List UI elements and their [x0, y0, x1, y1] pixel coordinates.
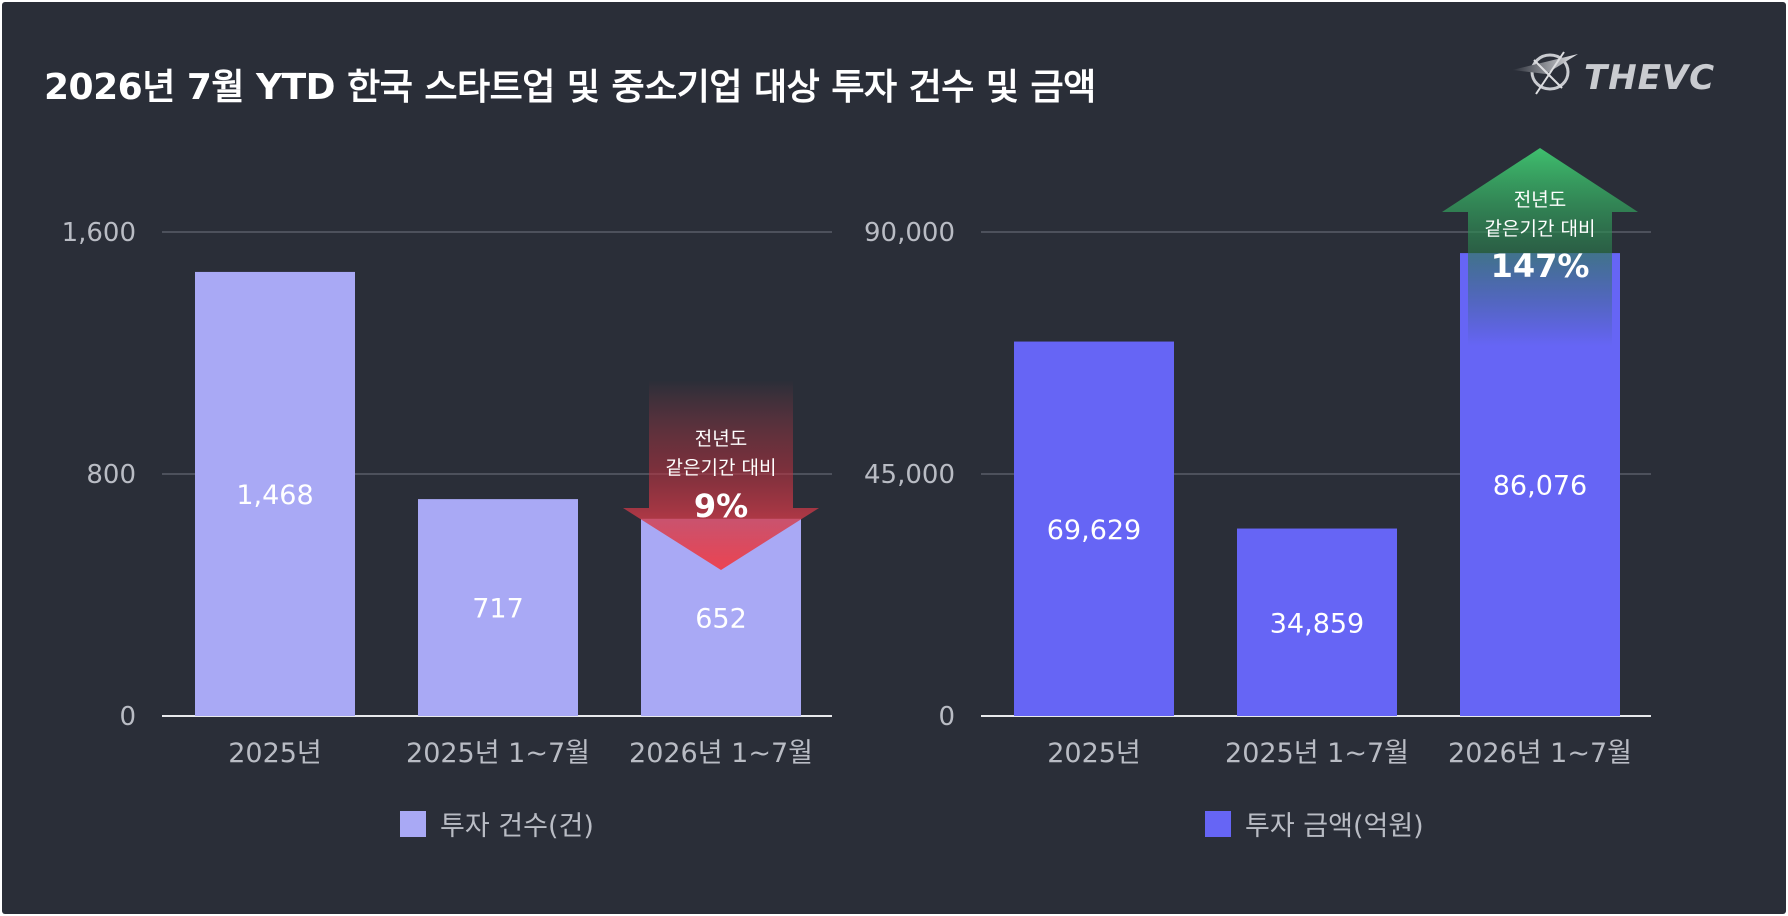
- bar-amount: [1014, 341, 1174, 716]
- legend-swatch-count: [400, 810, 426, 837]
- bar-value-label-amount: 69,629: [1047, 515, 1141, 546]
- bar-value-label-count: 1,468: [236, 480, 313, 511]
- legend-label-amount: 투자 금액(억원): [1245, 811, 1424, 842]
- y-tick-label-count: 0: [119, 702, 136, 732]
- logo-text: THEVC: [1584, 58, 1716, 98]
- legend-label-count: 투자 건수(건): [440, 811, 594, 842]
- x-tick-label-count: 2025년 1~7월: [406, 738, 590, 769]
- bar-value-label-count: 717: [472, 594, 524, 625]
- annotation-line-count: 전년도: [695, 428, 747, 450]
- up-arrow-icon: [1442, 148, 1638, 346]
- bar-value-label-count: 652: [695, 603, 747, 634]
- x-tick-label-count: 2026년 1~7월: [629, 738, 813, 769]
- bar-value-label-amount: 86,076: [1493, 471, 1587, 502]
- x-tick-label-amount: 2025년: [1047, 738, 1141, 769]
- legend-swatch-amount: [1205, 810, 1231, 837]
- x-tick-label-amount: 2025년 1~7월: [1225, 738, 1409, 769]
- y-tick-label-amount: 45,000: [864, 460, 955, 490]
- annotation-value-count: 9%: [694, 487, 748, 525]
- annotation-line-amount: 전년도: [1514, 189, 1566, 211]
- bar-value-label-amount: 34,859: [1270, 608, 1364, 639]
- annotation-line-count: 같은기간 대비: [666, 457, 777, 479]
- y-tick-label-count: 800: [86, 460, 136, 490]
- y-tick-label-count: 1,600: [62, 218, 136, 248]
- y-tick-label-amount: 0: [938, 702, 955, 732]
- logo-swoosh-icon: [1512, 51, 1578, 95]
- annotation-value-amount: 147%: [1491, 247, 1590, 285]
- bar-count: [418, 499, 578, 716]
- bar-amount: [1237, 528, 1397, 716]
- thevc-logo: THEVC: [1506, 48, 1736, 116]
- x-tick-label-amount: 2026년 1~7월: [1448, 738, 1632, 769]
- page-title: 2026년 7월 YTD 한국 스타트업 및 중소기업 대상 투자 건수 및 금…: [44, 67, 1096, 108]
- down-arrow-icon: [623, 380, 819, 570]
- legend-amount: 투자 금액(억원): [1205, 804, 1424, 843]
- x-tick-label-count: 2025년: [228, 738, 322, 769]
- y-tick-label-amount: 90,000: [864, 218, 955, 248]
- legend-count: 투자 건수(건): [400, 804, 594, 843]
- annotation-line-amount: 같은기간 대비: [1485, 218, 1596, 240]
- bar-count: [195, 271, 355, 716]
